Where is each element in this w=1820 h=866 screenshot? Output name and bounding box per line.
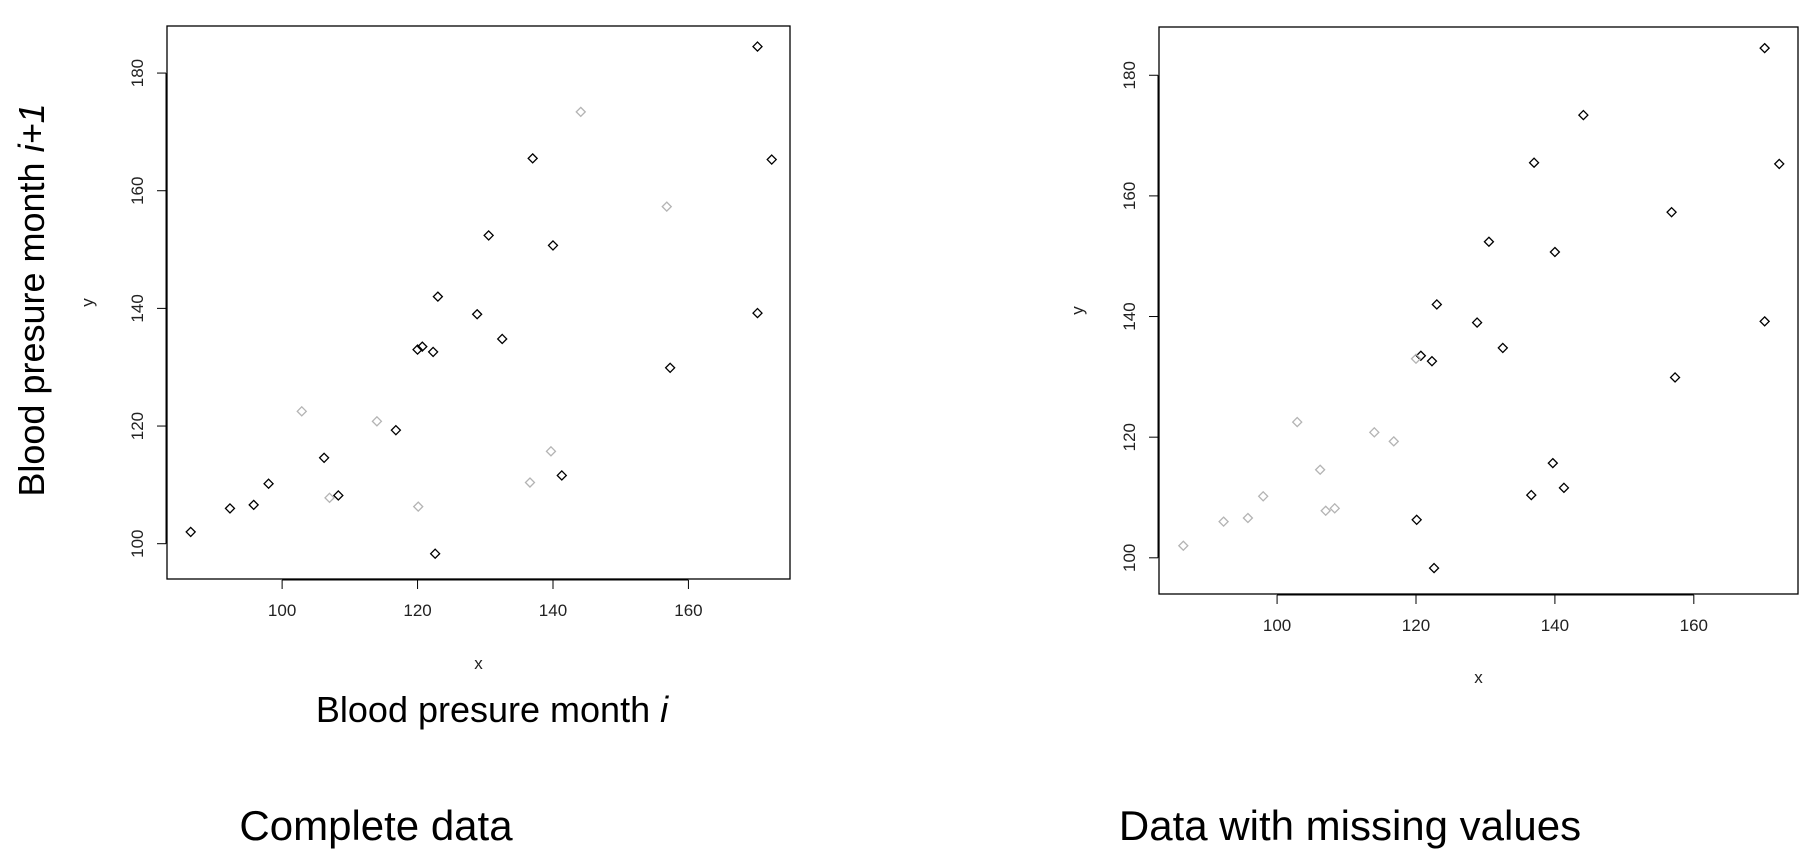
data-point-observed — [471, 308, 483, 320]
data-point-observed — [1415, 350, 1427, 362]
data-point-observed — [1426, 355, 1438, 367]
data-point-observed — [1428, 562, 1440, 574]
data-point-missing — [524, 477, 536, 488]
y-tick-label: 160 — [128, 177, 147, 205]
caption-missing-values: Data with missing values — [1119, 802, 1581, 849]
data-point-observed — [390, 424, 402, 436]
data-point-missing — [661, 201, 673, 213]
data-point-missing — [371, 415, 383, 427]
x-tick-label: 160 — [1680, 616, 1708, 635]
data-point-observed — [1773, 158, 1785, 170]
data-point-observed — [752, 41, 763, 53]
data-point-observed — [556, 470, 568, 481]
data-point-missing — [1410, 353, 1422, 365]
data-point-observed — [1669, 372, 1681, 383]
data-point-observed — [185, 526, 197, 538]
data-point-missing — [324, 492, 335, 504]
data-point-missing — [1291, 416, 1303, 428]
data-point-observed — [1525, 489, 1537, 501]
data-point-missing — [1177, 540, 1189, 552]
data-point-observed — [1471, 317, 1483, 328]
data-point-missing — [1257, 490, 1269, 502]
data-point-observed — [527, 152, 539, 164]
data-point-observed — [1549, 246, 1561, 258]
data-point-observed — [332, 490, 344, 501]
data-point-observed — [664, 362, 676, 374]
data-point-observed — [1666, 206, 1678, 218]
data-point-observed — [416, 341, 428, 353]
data-point-observed — [429, 548, 441, 560]
data-point-observed — [224, 502, 236, 514]
data-point-observed — [1547, 457, 1559, 469]
y-tick-label: 120 — [1120, 423, 1139, 451]
x-axis-label: x — [1474, 668, 1483, 687]
data-point-observed — [427, 346, 439, 358]
data-point-missing — [412, 501, 424, 513]
data-point-observed — [318, 452, 330, 464]
data-point-observed — [1759, 315, 1771, 327]
data-point-missing — [1388, 435, 1400, 447]
data-point-missing — [1368, 426, 1380, 438]
data-point-observed — [1483, 236, 1495, 248]
x-tick-label: 160 — [674, 601, 702, 620]
y-axis-label: y — [78, 298, 97, 307]
y-tick-label: 180 — [1120, 61, 1139, 89]
big-ylabel: Blood presure month i+1 — [11, 103, 52, 496]
data-point-missing — [1329, 502, 1341, 514]
plot-frame — [1158, 26, 1799, 595]
y-axis-label: y — [1068, 306, 1087, 315]
chart-missing-values: 100 120 140 160 100 120 140 160 180 x y — [1068, 26, 1799, 687]
data-point-observed — [1411, 514, 1423, 526]
chart-complete-data: 100 120 140 160 100 120 140 160 180 x y — [78, 25, 791, 673]
y-tick-label: 180 — [128, 59, 147, 87]
data-point-observed — [752, 307, 763, 319]
data-point-missing — [296, 405, 308, 417]
data-point-observed — [483, 230, 495, 241]
y-tick-label: 120 — [128, 412, 147, 440]
data-point-observed — [766, 154, 778, 165]
y-tick-label: 140 — [128, 294, 147, 322]
plot-frame — [166, 25, 791, 580]
data-point-observed — [1577, 109, 1589, 121]
data-point-missing — [1218, 516, 1230, 528]
data-point-observed — [412, 344, 423, 355]
data-point-missing — [1320, 505, 1332, 517]
data-point-missing — [575, 106, 587, 118]
data-point-missing — [1314, 464, 1326, 476]
x-tick-label: 140 — [1541, 616, 1569, 635]
y-tick-label: 140 — [1120, 302, 1139, 330]
data-point-observed — [248, 499, 260, 511]
data-point-observed — [1558, 482, 1570, 494]
data-point-missing — [545, 445, 557, 457]
x-tick-label: 100 — [268, 601, 296, 620]
x-axis-label: x — [474, 654, 483, 673]
x-tick-label: 120 — [1402, 616, 1430, 635]
data-point-observed — [1497, 342, 1509, 354]
data-point-observed — [1431, 299, 1443, 310]
caption-complete-data: Complete data — [239, 802, 513, 849]
data-point-observed — [263, 478, 274, 490]
data-point-observed — [1528, 157, 1540, 169]
y-tick-label: 160 — [1120, 182, 1139, 210]
data-point-observed — [1759, 42, 1771, 54]
data-point-observed — [432, 291, 444, 303]
big-xlabel: Blood presure month i — [316, 689, 669, 730]
data-point-observed — [496, 333, 508, 345]
x-tick-label: 120 — [403, 601, 431, 620]
data-point-observed — [547, 240, 559, 251]
data-point-missing — [1242, 512, 1254, 524]
y-tick-label: 100 — [128, 530, 147, 558]
x-tick-label: 100 — [1263, 616, 1291, 635]
y-tick-label: 100 — [1120, 544, 1139, 572]
x-tick-label: 140 — [539, 601, 567, 620]
